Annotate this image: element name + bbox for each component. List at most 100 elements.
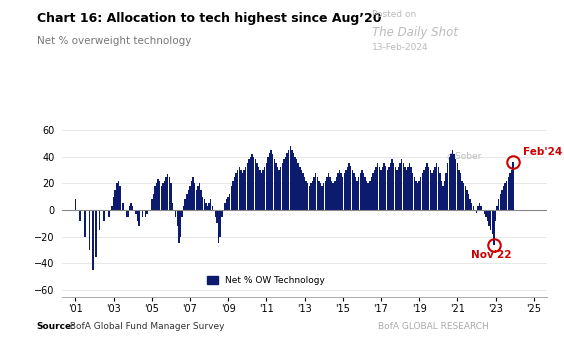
Bar [254, 159, 256, 210]
Bar [439, 173, 440, 210]
Bar [108, 210, 109, 217]
Bar [426, 163, 428, 210]
Bar [490, 210, 491, 230]
Bar [304, 177, 305, 210]
Bar [336, 177, 337, 210]
Bar [481, 206, 482, 210]
Bar [205, 203, 206, 210]
Bar [151, 199, 152, 210]
Bar [364, 177, 365, 210]
Bar [388, 167, 390, 210]
Bar [248, 159, 250, 210]
Bar [275, 163, 276, 210]
Bar [210, 199, 212, 210]
Bar [395, 167, 396, 210]
Bar [350, 166, 351, 210]
Bar [384, 163, 385, 210]
Bar [342, 177, 343, 210]
Bar [285, 157, 286, 210]
Bar [495, 210, 496, 221]
Bar [289, 146, 291, 210]
Bar [345, 170, 347, 210]
Bar [434, 167, 436, 210]
Bar [229, 194, 231, 210]
Bar [433, 170, 434, 210]
Text: @Sober: @Sober [447, 151, 482, 160]
Bar [378, 167, 380, 210]
Bar [299, 167, 301, 210]
Bar [324, 181, 326, 210]
Bar [262, 170, 264, 210]
Bar [351, 170, 353, 210]
Bar [142, 210, 143, 217]
Bar [403, 163, 404, 210]
Bar [498, 199, 500, 210]
Bar [500, 194, 501, 210]
Bar [369, 181, 371, 210]
Bar [270, 150, 272, 210]
Bar [92, 210, 94, 270]
Bar [386, 170, 388, 210]
Bar [506, 181, 508, 210]
Bar [245, 167, 246, 210]
Bar [363, 173, 364, 210]
Text: 13-Feb-2024: 13-Feb-2024 [372, 43, 429, 51]
Bar [358, 177, 359, 210]
Bar [132, 206, 134, 210]
Bar [178, 210, 179, 243]
Bar [412, 173, 413, 210]
Bar [156, 183, 157, 210]
Bar [129, 206, 130, 210]
Bar [84, 210, 86, 237]
Bar [377, 163, 378, 210]
Bar [411, 167, 412, 210]
Bar [431, 173, 433, 210]
Bar [136, 210, 138, 221]
Bar [164, 181, 165, 210]
Bar [175, 210, 177, 217]
Bar [471, 203, 473, 210]
Bar [207, 206, 208, 210]
Bar [280, 167, 281, 210]
Bar [186, 194, 187, 210]
Bar [374, 170, 375, 210]
Bar [428, 167, 429, 210]
Bar [118, 181, 119, 210]
Text: Source:: Source: [37, 322, 76, 331]
Bar [398, 167, 399, 210]
Bar [119, 186, 121, 210]
Bar [183, 206, 184, 210]
Bar [326, 177, 328, 210]
Bar [184, 199, 186, 210]
Text: BofA Global Fund Manager Survey: BofA Global Fund Manager Survey [67, 322, 224, 331]
Bar [418, 181, 420, 210]
Bar [103, 210, 105, 221]
Bar [331, 181, 332, 210]
Bar [224, 203, 226, 210]
Bar [272, 154, 274, 210]
Bar [511, 170, 512, 210]
Bar [204, 199, 205, 210]
Bar [89, 210, 90, 250]
Bar [114, 190, 116, 210]
Bar [420, 177, 421, 210]
Bar [475, 210, 477, 213]
Bar [162, 183, 164, 210]
Bar [279, 170, 280, 210]
Bar [288, 150, 289, 210]
Bar [442, 186, 444, 210]
Bar [242, 173, 243, 210]
Bar [371, 177, 372, 210]
Bar [458, 170, 460, 210]
Bar [396, 170, 398, 210]
Bar [407, 167, 409, 210]
Bar [138, 210, 140, 226]
Bar [463, 183, 464, 210]
Bar [310, 183, 312, 210]
Bar [477, 206, 479, 210]
Bar [218, 210, 219, 243]
Bar [232, 181, 233, 210]
Bar [465, 186, 466, 210]
Bar [281, 163, 283, 210]
Bar [212, 206, 213, 210]
